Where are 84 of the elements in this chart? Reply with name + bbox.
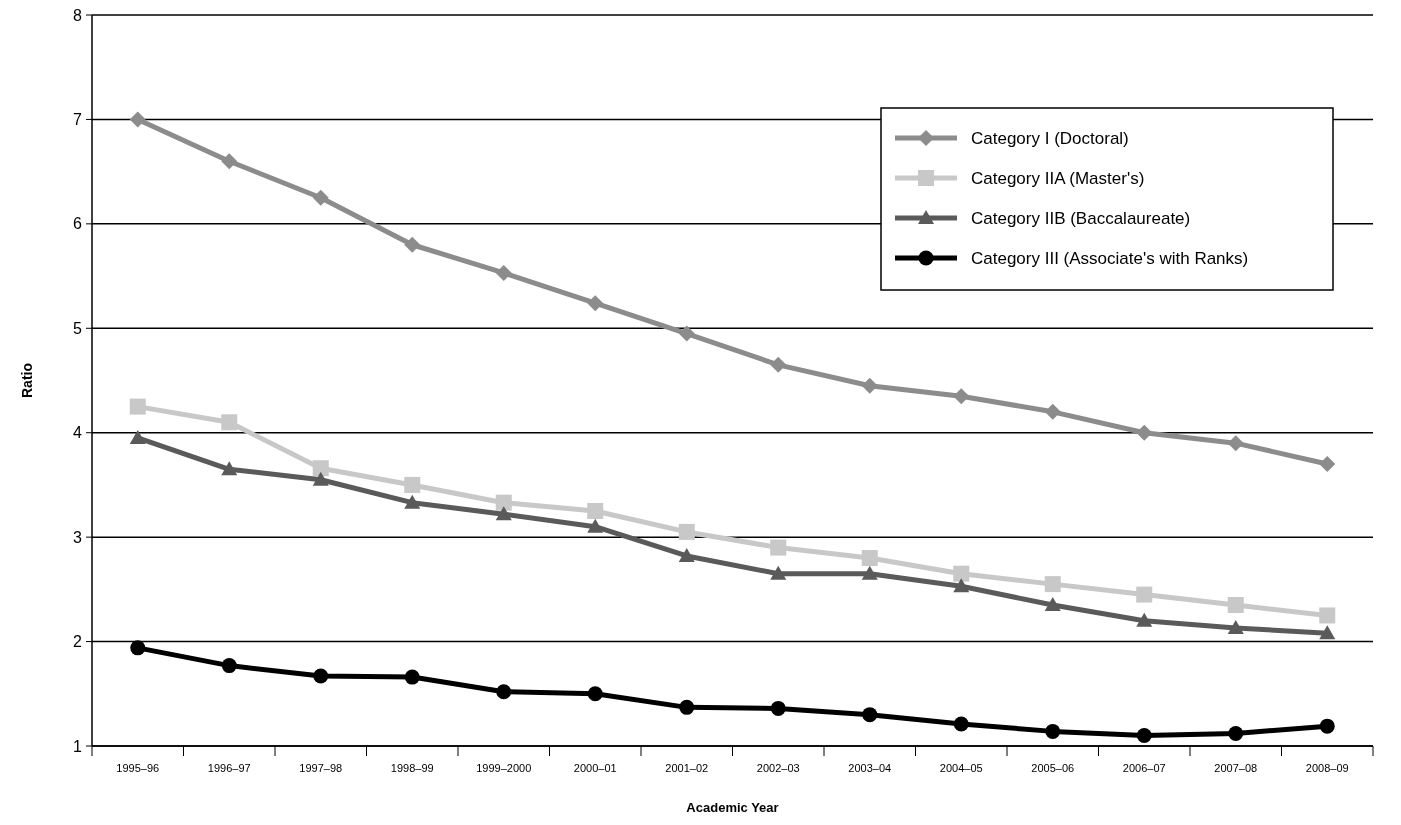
point bbox=[953, 578, 970, 593]
point bbox=[1319, 718, 1335, 734]
point bbox=[221, 658, 237, 674]
x-tick-label: 2000–01 bbox=[573, 762, 617, 774]
point bbox=[587, 295, 604, 312]
point bbox=[1319, 607, 1336, 624]
point bbox=[1227, 597, 1244, 614]
legend-label: Category III (Associate's with Ranks) bbox=[971, 248, 1249, 268]
point bbox=[953, 565, 970, 582]
point bbox=[1044, 597, 1061, 612]
x-axis-title: Academic Year bbox=[686, 800, 779, 815]
x-tick-label: 1998–99 bbox=[390, 762, 434, 774]
point bbox=[678, 325, 695, 342]
point bbox=[312, 460, 329, 477]
x-tick-label: 1996–97 bbox=[207, 762, 251, 774]
point bbox=[313, 668, 329, 684]
y-tick-label: 3 bbox=[73, 528, 83, 546]
point bbox=[953, 388, 970, 405]
point bbox=[587, 518, 604, 533]
point bbox=[678, 523, 695, 540]
point bbox=[587, 686, 603, 702]
legend-label: Category IIA (Master's) bbox=[971, 168, 1145, 188]
y-tick-label: 1 bbox=[73, 737, 83, 755]
x-tick-label: 1995–96 bbox=[116, 762, 160, 774]
point bbox=[495, 264, 512, 281]
point bbox=[221, 153, 238, 170]
point bbox=[861, 377, 878, 394]
point bbox=[404, 669, 420, 685]
point bbox=[129, 398, 146, 415]
point bbox=[129, 429, 146, 444]
point bbox=[1044, 403, 1061, 420]
point bbox=[312, 189, 329, 206]
point bbox=[129, 111, 146, 128]
point bbox=[496, 684, 512, 700]
x-tick-label: 1999–2000 bbox=[476, 762, 532, 774]
point bbox=[495, 494, 512, 511]
y-tick-label: 6 bbox=[73, 215, 83, 233]
point bbox=[1319, 456, 1336, 473]
point bbox=[1136, 586, 1153, 603]
point bbox=[770, 356, 787, 373]
point bbox=[861, 565, 878, 580]
x-tick-label: 1997–98 bbox=[299, 762, 343, 774]
y-tick-label: 7 bbox=[73, 111, 83, 129]
legend-label: Category IIB (Baccalaureate) bbox=[971, 208, 1191, 228]
point bbox=[312, 471, 329, 486]
point bbox=[404, 476, 421, 493]
point bbox=[1044, 576, 1061, 593]
x-tick-label: 2001–02 bbox=[665, 762, 709, 774]
point bbox=[1045, 723, 1061, 739]
y-tick-label: 4 bbox=[73, 424, 83, 442]
x-tick-label: 2008–09 bbox=[1305, 762, 1349, 774]
point bbox=[679, 699, 695, 715]
y-tick-label: 2 bbox=[73, 633, 83, 651]
point bbox=[587, 503, 604, 520]
point bbox=[1227, 435, 1244, 452]
point bbox=[1136, 612, 1153, 627]
point bbox=[404, 494, 421, 509]
point bbox=[1136, 424, 1153, 441]
point bbox=[130, 640, 146, 656]
x-tick-label: 2002–03 bbox=[756, 762, 800, 774]
point bbox=[221, 414, 238, 431]
point bbox=[495, 506, 512, 521]
point bbox=[770, 565, 787, 580]
point bbox=[1227, 620, 1244, 634]
point bbox=[1319, 625, 1336, 640]
point bbox=[770, 539, 787, 556]
point bbox=[861, 550, 878, 567]
point bbox=[1228, 725, 1244, 741]
x-tick-label: 2004–05 bbox=[939, 762, 983, 774]
point bbox=[1136, 728, 1152, 744]
x-tick-label: 2005–06 bbox=[1031, 762, 1075, 774]
point bbox=[678, 547, 695, 562]
y-tick-label: 8 bbox=[73, 6, 83, 24]
x-tick-label: 2003–04 bbox=[848, 762, 892, 774]
point bbox=[770, 700, 786, 716]
point bbox=[404, 236, 421, 253]
x-tick-label: 2007–08 bbox=[1214, 762, 1258, 774]
point bbox=[862, 707, 878, 723]
y-tick-label: 5 bbox=[73, 319, 83, 337]
legend-label: Category I (Doctoral) bbox=[971, 128, 1129, 148]
x-tick-label: 2006–07 bbox=[1122, 762, 1166, 774]
point bbox=[221, 461, 238, 476]
point bbox=[953, 716, 969, 732]
y-axis-title: Ratio bbox=[19, 363, 35, 398]
